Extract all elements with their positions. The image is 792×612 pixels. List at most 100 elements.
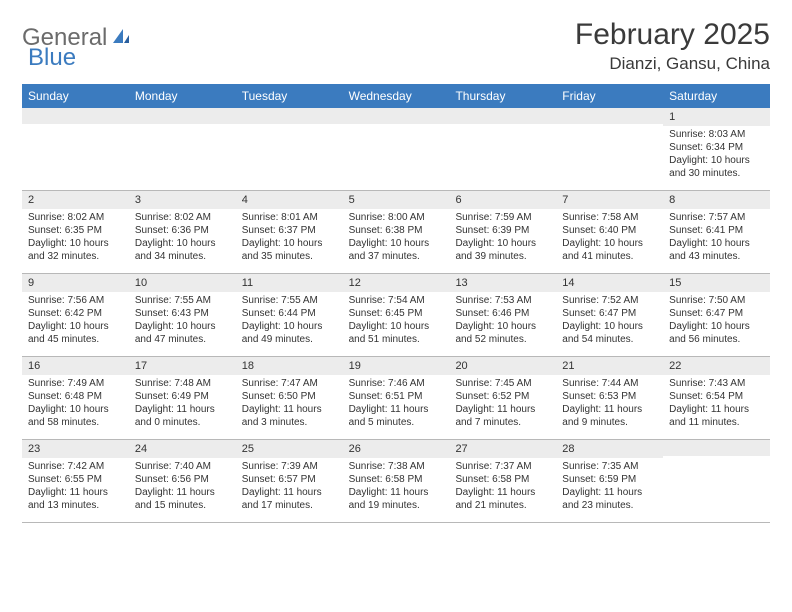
day-cell: 11Sunrise: 7:55 AMSunset: 6:44 PMDayligh… <box>236 274 343 356</box>
day-info: Sunrise: 7:48 AMSunset: 6:49 PMDaylight:… <box>129 375 236 433</box>
week-row: 23Sunrise: 7:42 AMSunset: 6:55 PMDayligh… <box>22 440 770 523</box>
daylight-text: Daylight: 11 hours and 3 minutes. <box>242 403 337 429</box>
sunrise-text: Sunrise: 7:47 AM <box>242 377 337 390</box>
day-header-tue: Tuesday <box>236 84 343 108</box>
day-number <box>449 108 556 124</box>
daylight-text: Daylight: 10 hours and 51 minutes. <box>349 320 444 346</box>
day-info: Sunrise: 7:53 AMSunset: 6:46 PMDaylight:… <box>449 292 556 350</box>
day-number <box>663 440 770 456</box>
day-info: Sunrise: 8:00 AMSunset: 6:38 PMDaylight:… <box>343 209 450 267</box>
day-number: 6 <box>449 191 556 209</box>
day-cell: 28Sunrise: 7:35 AMSunset: 6:59 PMDayligh… <box>556 440 663 522</box>
day-cell: 26Sunrise: 7:38 AMSunset: 6:58 PMDayligh… <box>343 440 450 522</box>
day-number: 17 <box>129 357 236 375</box>
day-number: 23 <box>22 440 129 458</box>
day-cell <box>343 108 450 190</box>
day-header-fri: Friday <box>556 84 663 108</box>
day-info: Sunrise: 7:37 AMSunset: 6:58 PMDaylight:… <box>449 458 556 516</box>
daylight-text: Daylight: 10 hours and 35 minutes. <box>242 237 337 263</box>
calendar: Sunday Monday Tuesday Wednesday Thursday… <box>22 84 770 523</box>
day-cell: 4Sunrise: 8:01 AMSunset: 6:37 PMDaylight… <box>236 191 343 273</box>
day-cell: 18Sunrise: 7:47 AMSunset: 6:50 PMDayligh… <box>236 357 343 439</box>
day-header-sun: Sunday <box>22 84 129 108</box>
sunset-text: Sunset: 6:37 PM <box>242 224 337 237</box>
sunrise-text: Sunrise: 7:57 AM <box>669 211 764 224</box>
sunset-text: Sunset: 6:45 PM <box>349 307 444 320</box>
day-number: 1 <box>663 108 770 126</box>
day-header-thu: Thursday <box>449 84 556 108</box>
logo-text-2: Blue <box>28 44 76 71</box>
sunrise-text: Sunrise: 7:46 AM <box>349 377 444 390</box>
day-info: Sunrise: 7:56 AMSunset: 6:42 PMDaylight:… <box>22 292 129 350</box>
location: Dianzi, Gansu, China <box>575 54 770 74</box>
day-number: 26 <box>343 440 450 458</box>
sunset-text: Sunset: 6:47 PM <box>562 307 657 320</box>
daylight-text: Daylight: 11 hours and 23 minutes. <box>562 486 657 512</box>
sunrise-text: Sunrise: 7:55 AM <box>135 294 230 307</box>
day-cell: 22Sunrise: 7:43 AMSunset: 6:54 PMDayligh… <box>663 357 770 439</box>
day-info: Sunrise: 7:44 AMSunset: 6:53 PMDaylight:… <box>556 375 663 433</box>
sunrise-text: Sunrise: 8:03 AM <box>669 128 764 141</box>
day-info: Sunrise: 7:49 AMSunset: 6:48 PMDaylight:… <box>22 375 129 433</box>
daylight-text: Daylight: 10 hours and 30 minutes. <box>669 154 764 180</box>
week-row: 9Sunrise: 7:56 AMSunset: 6:42 PMDaylight… <box>22 274 770 357</box>
sunrise-text: Sunrise: 7:43 AM <box>669 377 764 390</box>
sunset-text: Sunset: 6:46 PM <box>455 307 550 320</box>
sunset-text: Sunset: 6:58 PM <box>455 473 550 486</box>
sunset-text: Sunset: 6:56 PM <box>135 473 230 486</box>
sunset-text: Sunset: 6:38 PM <box>349 224 444 237</box>
sunrise-text: Sunrise: 7:59 AM <box>455 211 550 224</box>
day-info: Sunrise: 7:52 AMSunset: 6:47 PMDaylight:… <box>556 292 663 350</box>
day-number: 4 <box>236 191 343 209</box>
sunset-text: Sunset: 6:36 PM <box>135 224 230 237</box>
day-cell <box>129 108 236 190</box>
day-number <box>556 108 663 124</box>
day-info: Sunrise: 7:58 AMSunset: 6:40 PMDaylight:… <box>556 209 663 267</box>
sunset-text: Sunset: 6:54 PM <box>669 390 764 403</box>
sunset-text: Sunset: 6:55 PM <box>28 473 123 486</box>
day-number: 28 <box>556 440 663 458</box>
sunset-text: Sunset: 6:58 PM <box>349 473 444 486</box>
day-cell: 25Sunrise: 7:39 AMSunset: 6:57 PMDayligh… <box>236 440 343 522</box>
daylight-text: Daylight: 10 hours and 56 minutes. <box>669 320 764 346</box>
day-number <box>22 108 129 124</box>
sunset-text: Sunset: 6:43 PM <box>135 307 230 320</box>
day-cell <box>663 440 770 522</box>
day-cell: 19Sunrise: 7:46 AMSunset: 6:51 PMDayligh… <box>343 357 450 439</box>
sunrise-text: Sunrise: 7:58 AM <box>562 211 657 224</box>
sunrise-text: Sunrise: 7:35 AM <box>562 460 657 473</box>
day-info: Sunrise: 7:38 AMSunset: 6:58 PMDaylight:… <box>343 458 450 516</box>
day-number: 13 <box>449 274 556 292</box>
sunrise-text: Sunrise: 7:53 AM <box>455 294 550 307</box>
daylight-text: Daylight: 11 hours and 19 minutes. <box>349 486 444 512</box>
day-cell: 5Sunrise: 8:00 AMSunset: 6:38 PMDaylight… <box>343 191 450 273</box>
daylight-text: Daylight: 10 hours and 34 minutes. <box>135 237 230 263</box>
day-number: 14 <box>556 274 663 292</box>
sunset-text: Sunset: 6:49 PM <box>135 390 230 403</box>
day-info: Sunrise: 7:55 AMSunset: 6:43 PMDaylight:… <box>129 292 236 350</box>
day-header-sat: Saturday <box>663 84 770 108</box>
sunrise-text: Sunrise: 8:00 AM <box>349 211 444 224</box>
daylight-text: Daylight: 10 hours and 32 minutes. <box>28 237 123 263</box>
sunrise-text: Sunrise: 7:48 AM <box>135 377 230 390</box>
day-number: 8 <box>663 191 770 209</box>
day-number: 15 <box>663 274 770 292</box>
daylight-text: Daylight: 11 hours and 5 minutes. <box>349 403 444 429</box>
day-number: 27 <box>449 440 556 458</box>
day-info: Sunrise: 7:43 AMSunset: 6:54 PMDaylight:… <box>663 375 770 433</box>
day-header-row: Sunday Monday Tuesday Wednesday Thursday… <box>22 84 770 108</box>
day-cell: 24Sunrise: 7:40 AMSunset: 6:56 PMDayligh… <box>129 440 236 522</box>
day-cell: 7Sunrise: 7:58 AMSunset: 6:40 PMDaylight… <box>556 191 663 273</box>
daylight-text: Daylight: 11 hours and 11 minutes. <box>669 403 764 429</box>
daylight-text: Daylight: 11 hours and 21 minutes. <box>455 486 550 512</box>
sunset-text: Sunset: 6:51 PM <box>349 390 444 403</box>
day-info: Sunrise: 7:42 AMSunset: 6:55 PMDaylight:… <box>22 458 129 516</box>
day-number: 18 <box>236 357 343 375</box>
day-number: 9 <box>22 274 129 292</box>
day-number: 3 <box>129 191 236 209</box>
day-number: 7 <box>556 191 663 209</box>
day-cell <box>22 108 129 190</box>
day-cell: 14Sunrise: 7:52 AMSunset: 6:47 PMDayligh… <box>556 274 663 356</box>
day-number: 2 <box>22 191 129 209</box>
sunrise-text: Sunrise: 7:49 AM <box>28 377 123 390</box>
